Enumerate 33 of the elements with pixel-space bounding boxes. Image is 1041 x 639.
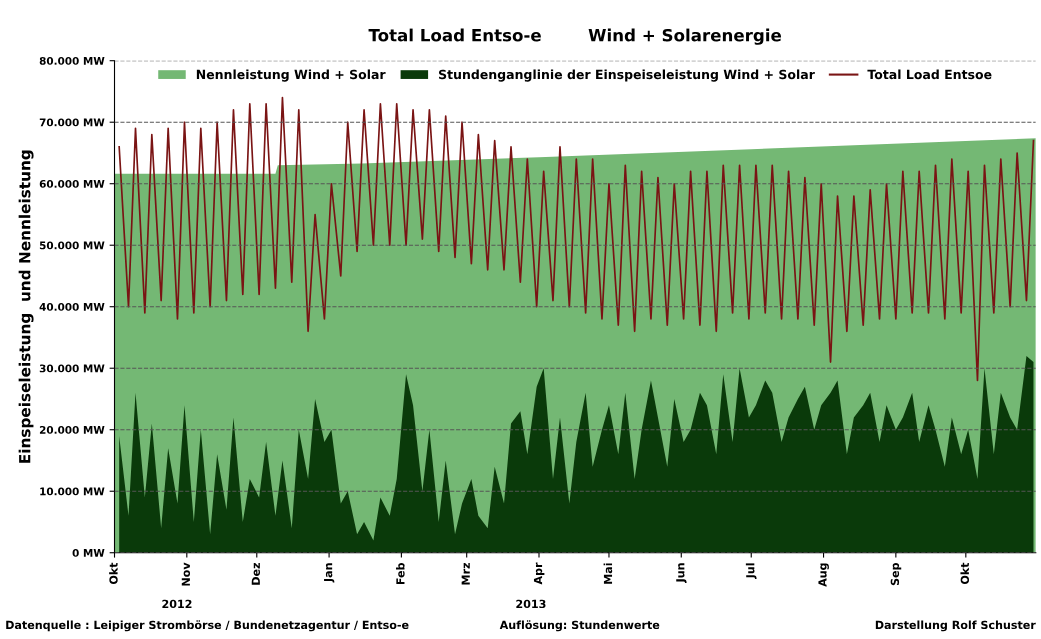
x-tick-label: Jun	[676, 563, 687, 584]
y-tick-label: 30.000 MW	[39, 364, 105, 373]
y-tick-label: 80.000 MW	[39, 56, 105, 65]
x-tick-label: Mrz	[461, 562, 470, 585]
x-tick-label: Aug	[818, 563, 829, 587]
chart-title: Total Load Entso-e Wind + Solarenergie	[368, 28, 782, 45]
x-tick-label: Sep	[890, 562, 902, 586]
x-tick-label: Mai	[603, 563, 613, 584]
y-tick-label: 60.000 MW	[39, 179, 105, 188]
x-tick-label: Okt	[960, 562, 970, 585]
y-tick-label: 40.000 MW	[39, 302, 105, 311]
y-axis-title: Einspeiseleistung und Nennleistung	[18, 150, 34, 463]
legend-label: Nennleistung Wind + Solar	[196, 69, 386, 82]
x-tick-label: Jan	[324, 563, 335, 583]
text: Datenquelle : Leipiger Strombörse / Bundenetzagentur / Entso-e	[6, 620, 409, 632]
x-tick-label: Jul	[745, 563, 757, 579]
x-tick-label: Feb	[396, 562, 405, 585]
y-tick-label: 50.000 MW	[39, 241, 105, 250]
x-tick-label: Dez	[251, 562, 261, 585]
x-tick-label: Okt	[109, 562, 118, 585]
y-tick-label: 10.000 MW	[40, 487, 105, 496]
text: 2012	[162, 599, 192, 609]
y-tick-label: 20.000 MW	[39, 425, 105, 434]
text: 2013	[516, 599, 546, 609]
x-tick-label: Nov	[181, 562, 191, 586]
x-tick-label: Apr	[533, 562, 545, 585]
line-series	[118, 96, 1035, 382]
y-tick-label: 70.000 MW	[39, 118, 105, 127]
legend-label: Stundenganglinie der Einspeiseleistung Wind + Solar	[438, 69, 815, 82]
y-tick-label: 0 MW	[72, 548, 105, 557]
text: Darstellung Rolf Schuster	[875, 620, 1036, 632]
legend-label: Total Load Entsoe	[867, 69, 992, 80]
text: Auflösung: Stundenwerte	[499, 620, 660, 632]
